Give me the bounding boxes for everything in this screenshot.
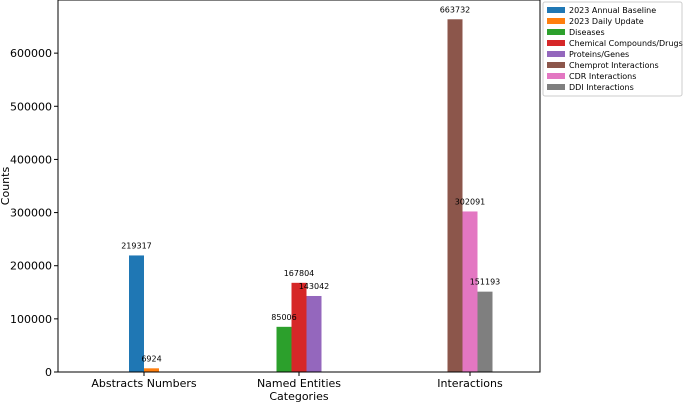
bar — [276, 326, 292, 372]
legend-swatch — [547, 18, 565, 24]
legend-label: Chemprot Interactions — [569, 61, 659, 70]
plot-frame — [57, 0, 541, 373]
data-labels-layer: 219317 6924 85006 167804 143042 663732 302091 1… — [121, 5, 500, 363]
bar — [291, 282, 307, 372]
x-axis: Abstracts Numbers Named Entities Interacti… — [91, 372, 503, 390]
legend-swatch — [547, 84, 565, 90]
bar-value-label: 167804 — [284, 269, 315, 278]
legend-label: Chemical Compounds/Drugs — [569, 39, 683, 48]
legend-swatch — [547, 51, 565, 57]
legend-label: Proteins/Genes — [569, 50, 629, 59]
bar — [144, 368, 159, 372]
bar — [462, 211, 478, 372]
legend-swatch — [547, 62, 565, 68]
legend-swatch — [547, 29, 565, 35]
bar-value-label: 6924 — [141, 354, 161, 363]
bar — [477, 291, 493, 372]
legend-label: DDI Interactions — [569, 83, 634, 92]
bar-value-label: 663732 — [440, 5, 471, 14]
y-tick-label: 200000 — [10, 260, 52, 273]
legend-box — [542, 1, 683, 97]
bar — [306, 295, 322, 372]
legend: 2023 Annual Baseline 2023 Daily Update Dis… — [542, 1, 683, 97]
y-tick-label: 400000 — [10, 153, 52, 166]
bars-layer — [129, 19, 493, 372]
legend-swatch — [547, 40, 565, 46]
legend-label: 2023 Annual Baseline — [569, 6, 656, 15]
y-tick-label: 0 — [45, 366, 52, 379]
bar — [447, 19, 463, 372]
legend-label: Diseases — [569, 28, 605, 37]
bar-value-label: 85006 — [271, 313, 296, 322]
y-axis-title: Counts — [0, 167, 12, 206]
bar-value-label: 302091 — [455, 197, 486, 206]
bar — [129, 255, 144, 372]
legend-label: CDR Interactions — [569, 72, 636, 81]
bar-value-label: 219317 — [121, 241, 152, 250]
x-tick-label: Abstracts Numbers — [91, 377, 197, 390]
bar-value-label: 151193 — [470, 278, 501, 287]
bar-value-label: 143042 — [299, 282, 330, 291]
y-tick-label: 600000 — [10, 47, 52, 60]
y-tick-label: 500000 — [10, 100, 52, 113]
x-tick-label: Named Entities — [257, 377, 341, 390]
legend-label: 2023 Daily Update — [569, 17, 644, 26]
legend-swatch — [547, 7, 565, 13]
y-tick-label: 300000 — [10, 207, 52, 220]
legend-swatch — [547, 73, 565, 79]
x-tick-label: Interactions — [437, 377, 503, 390]
x-axis-title: Categories — [269, 390, 329, 403]
y-axis: 0 100000 200000 300000 400000 500000 600000 — [10, 47, 58, 379]
y-tick-label: 100000 — [10, 313, 52, 326]
